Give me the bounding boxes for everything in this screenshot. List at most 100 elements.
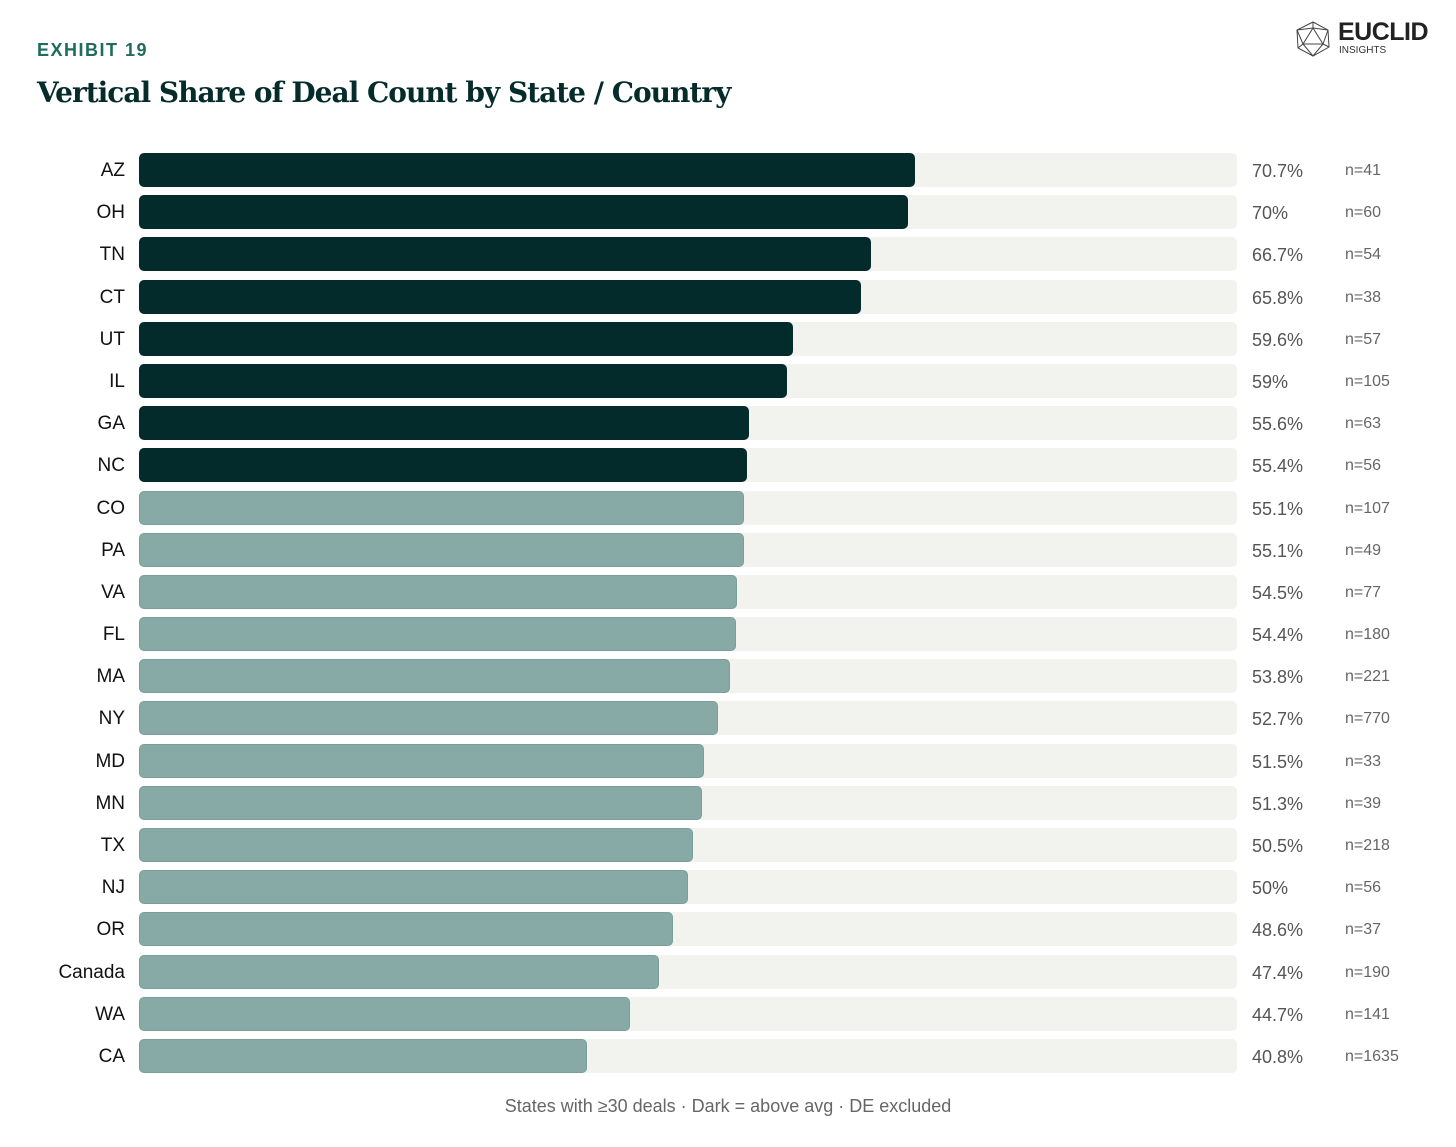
category-label: NJ	[101, 877, 125, 899]
category-label: FL	[102, 624, 125, 646]
bar	[139, 870, 688, 905]
sample-size-label: n=56	[1345, 457, 1382, 475]
bar	[139, 617, 737, 652]
bar-row: MN 51.3% n=39	[0, 785, 1456, 820]
bar-row: NJ 50% n=56	[0, 870, 1456, 905]
category-label: TN	[99, 244, 125, 266]
bar-track	[139, 954, 1237, 989]
sample-size-label: n=770	[1345, 710, 1390, 728]
bar-row: CT 65.8% n=38	[0, 279, 1456, 314]
bar-track	[139, 659, 1237, 694]
sample-size-label: n=221	[1345, 668, 1390, 686]
category-label: MD	[95, 750, 125, 772]
bar-track	[139, 828, 1237, 863]
bar	[139, 321, 794, 356]
bar	[139, 785, 703, 820]
category-label: Canada	[58, 961, 125, 983]
exhibit-label: EXHIBIT 19	[37, 40, 149, 60]
bar-row: IL 59% n=105	[0, 363, 1456, 398]
bar-track	[139, 532, 1237, 567]
bar	[139, 153, 916, 187]
bar	[139, 828, 694, 863]
bar	[139, 279, 862, 314]
bar	[139, 406, 750, 441]
sample-size-label: n=180	[1345, 626, 1390, 644]
bar-row: MD 51.5% n=33	[0, 743, 1456, 778]
category-label: CO	[96, 497, 126, 519]
sample-size-label: n=41	[1345, 162, 1382, 179]
bar-track	[139, 195, 1237, 230]
bar-row: PA 55.1% n=49	[0, 532, 1456, 567]
sample-size-label: n=38	[1345, 288, 1382, 306]
bar	[139, 996, 630, 1031]
category-label: VA	[101, 581, 125, 603]
logo-subtitle: INSIGHTS	[1339, 45, 1387, 56]
bar-row: MA 53.8% n=221	[0, 659, 1456, 694]
value-label: 51.3%	[1252, 793, 1304, 814]
euclid-logo: EUCLID INSIGHTS	[1294, 18, 1434, 60]
category-label: NC	[97, 455, 125, 477]
value-label: 55.1%	[1252, 498, 1304, 519]
value-label: 55.1%	[1252, 540, 1304, 561]
sample-size-label: n=105	[1345, 372, 1390, 390]
bar	[139, 659, 730, 694]
bar	[139, 237, 872, 272]
bar-track	[139, 574, 1237, 609]
bar-track	[139, 448, 1237, 483]
bar-track	[139, 785, 1237, 820]
bar	[139, 363, 787, 398]
bar-row: OR 48.6% n=37	[0, 912, 1456, 947]
category-label: NY	[98, 708, 125, 730]
sample-size-label: n=49	[1345, 541, 1382, 559]
bar-row: WA 44.7% n=141	[0, 996, 1456, 1031]
bar-track	[139, 870, 1237, 905]
category-label: OH	[96, 202, 126, 224]
icosahedron-icon	[1296, 21, 1330, 57]
bar-track	[139, 279, 1237, 314]
bar	[139, 743, 705, 778]
bar	[139, 912, 673, 947]
bar-row: Canada 47.4% n=190	[0, 954, 1456, 989]
sample-size-label: n=37	[1345, 921, 1382, 939]
value-label: 50.5%	[1252, 836, 1304, 857]
bar-row: CO 55.1% n=107	[0, 490, 1456, 525]
value-label: 59.6%	[1252, 329, 1304, 350]
value-label: 51.5%	[1252, 751, 1304, 772]
sample-size-label: n=57	[1345, 330, 1382, 348]
bar	[139, 448, 748, 483]
value-label: 54.5%	[1252, 582, 1304, 603]
bar-track	[139, 363, 1237, 398]
category-label: MA	[96, 666, 126, 688]
logo-wordmark: EUCLID	[1338, 18, 1429, 46]
value-label: 65.8%	[1252, 287, 1304, 308]
category-label: TX	[100, 835, 125, 857]
category-label: AZ	[100, 160, 125, 181]
bar	[139, 954, 660, 989]
bar-track	[139, 490, 1237, 525]
category-label: OR	[96, 919, 126, 941]
bar-track	[139, 406, 1237, 441]
bar-track	[139, 153, 1237, 187]
bar-row: VA 54.5% n=77	[0, 574, 1456, 609]
bar-row: GA 55.6% n=63	[0, 406, 1456, 441]
footnote: States with ≥30 deals · Dark = above avg…	[504, 1096, 952, 1116]
sample-size-label: n=33	[1345, 752, 1382, 770]
value-label: 53.8%	[1252, 667, 1304, 688]
bar	[139, 574, 738, 609]
sample-size-label: n=54	[1345, 246, 1382, 264]
value-label: 40.8%	[1252, 1046, 1304, 1067]
value-label: 52.7%	[1252, 709, 1304, 730]
bar-track	[139, 743, 1237, 778]
category-label: WA	[95, 1003, 125, 1025]
bar-track	[139, 617, 1237, 652]
chart-title: Vertical Share of Deal Count by State / …	[37, 76, 731, 109]
bar-track	[139, 996, 1237, 1031]
bar-row: FL 54.4% n=180	[0, 617, 1456, 652]
category-label: MN	[95, 792, 125, 814]
category-label: GA	[97, 413, 125, 435]
bar-track	[139, 701, 1237, 736]
sample-size-label: n=63	[1345, 415, 1382, 433]
sample-size-label: n=1635	[1345, 1047, 1399, 1065]
sample-size-label: n=218	[1345, 837, 1390, 855]
category-label: IL	[109, 370, 125, 392]
